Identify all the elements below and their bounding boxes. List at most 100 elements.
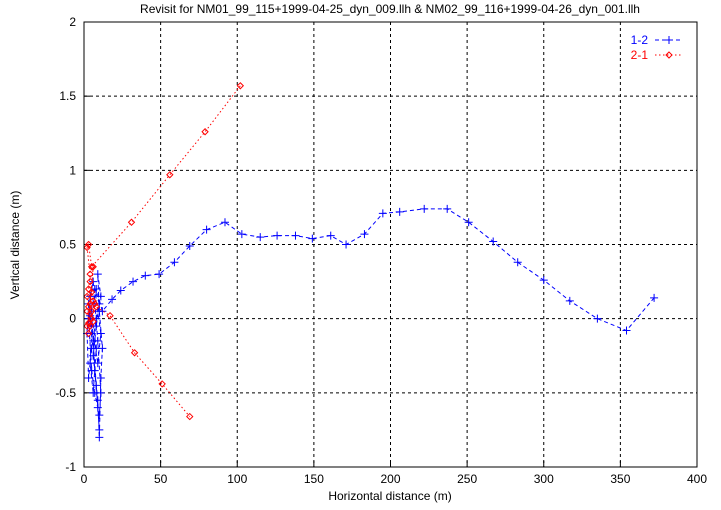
data-point [96,374,105,382]
data-point [89,317,97,326]
x-tick-label: 50 [154,472,168,486]
data-point [87,288,96,296]
data-point [87,344,96,353]
data-point [236,82,245,90]
y-tick-label: -0.5 [55,386,76,400]
data-point [93,396,102,405]
y-tick-label: 2 [69,15,76,29]
data-point [84,374,93,382]
x-tick-label: 300 [534,472,554,486]
data-point [443,204,452,213]
data-point [342,240,351,249]
x-tick-label: 200 [380,472,400,486]
data-point [106,311,114,320]
data-point [87,366,96,375]
data-point [237,230,246,239]
data-point [170,258,179,267]
data-point [116,286,125,295]
data-point [593,314,602,323]
x-axis-label: Horizontal distance (m) [328,489,451,503]
data-point [92,285,101,293]
data-point [89,351,98,360]
data-point [95,433,104,442]
chart-title: Revisit for NM01_99_115+1999-04-25_dyn_0… [140,2,640,16]
data-point [186,412,194,421]
legend-marker [665,36,673,44]
data-point [395,207,404,216]
grid [84,22,697,467]
data-point [108,295,117,304]
data-point [256,233,265,242]
data-point [95,411,104,420]
x-tick-label: 400 [687,472,707,486]
data-point [93,359,102,368]
series [83,82,659,442]
data-point [420,204,429,213]
data-point [166,171,174,179]
series-1-2 [83,204,659,442]
data-point [96,292,105,301]
y-tick-label: -1 [65,460,76,474]
data-point [464,218,473,227]
data-point [86,359,95,368]
data-point [155,270,164,279]
data-point [83,292,91,301]
data-point [158,380,166,388]
data-point [650,293,659,302]
data-point [83,243,91,252]
x-tick-label: 0 [81,472,88,486]
data-point [489,237,498,246]
data-point [87,314,96,323]
series-2-1 [83,82,245,421]
data-point [622,326,631,335]
x-tick-label: 250 [457,472,477,486]
data-point [84,329,93,338]
data-point [89,263,97,271]
legend-label-1-2: 1-2 [631,33,649,47]
x-tick-label: 100 [227,472,247,486]
ticks: 0 50 100 150 200 250 300 350 400 -1 -0.5 0 0.5 1 1.5 2 [55,15,707,486]
data-point [92,381,101,390]
data-point [141,271,150,280]
data-point [86,300,94,308]
x-tick-label: 150 [304,472,324,486]
data-point [378,209,387,218]
data-point [308,234,317,243]
data-point [291,231,300,240]
plot-frame [83,21,698,468]
data-point [93,403,102,412]
data-point [129,277,138,286]
series-line [86,208,655,438]
data-point [93,270,102,279]
data-point [201,128,209,136]
y-tick-label: 1 [69,163,76,177]
data-point [360,230,369,239]
series-line [86,85,241,417]
data-point [539,276,548,285]
data-point [273,231,282,240]
x-tick-label: 350 [610,472,630,486]
data-point [86,270,94,278]
data-point [98,307,107,316]
y-tick-label: 0.5 [59,238,76,252]
legend: 1-2 2-1 [631,33,683,62]
data-point [326,231,335,240]
data-point [130,349,139,357]
data-point [202,225,211,234]
data-point [513,258,522,267]
data-point [92,303,100,311]
data-point [565,296,574,305]
data-point [220,218,229,227]
data-point [84,240,93,249]
y-tick-label: 0 [69,312,76,326]
legend-marker [665,51,673,59]
data-point [84,319,93,327]
data-point [86,277,94,286]
data-point [95,425,104,434]
y-tick-label: 1.5 [59,89,76,103]
y-axis-label: Vertical distance (m) [8,191,22,300]
data-point [90,388,99,397]
data-point [96,329,105,338]
data-point [185,241,194,250]
